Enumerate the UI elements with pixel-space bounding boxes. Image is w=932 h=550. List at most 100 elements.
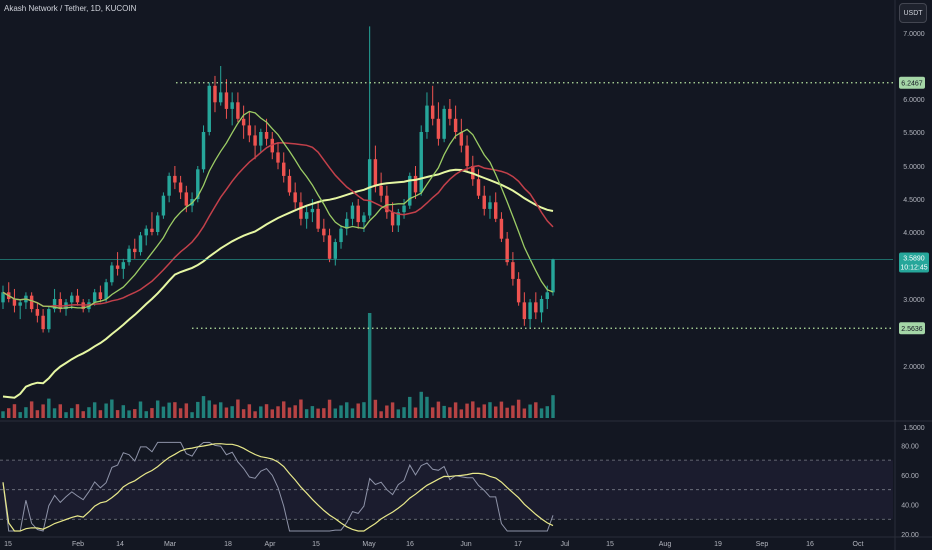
candle[interactable] — [385, 185, 389, 219]
candle[interactable] — [115, 252, 120, 276]
candle[interactable] — [110, 262, 114, 286]
candle[interactable] — [1, 285, 5, 310]
candle[interactable] — [304, 205, 309, 229]
candle[interactable] — [259, 128, 263, 153]
candle[interactable] — [511, 252, 515, 286]
candle[interactable] — [52, 288, 57, 313]
candle[interactable] — [218, 66, 223, 106]
volume-bar — [121, 405, 126, 418]
candle[interactable] — [121, 258, 126, 279]
candle[interactable] — [482, 185, 486, 216]
candle[interactable] — [419, 125, 423, 196]
volume-bar — [98, 410, 103, 418]
candle[interactable] — [379, 172, 383, 203]
candle[interactable] — [161, 192, 166, 219]
candle[interactable] — [12, 288, 17, 313]
candle[interactable] — [18, 299, 22, 320]
candle[interactable] — [356, 199, 360, 229]
candle[interactable] — [150, 212, 154, 236]
candle-body — [322, 228, 326, 236]
candle[interactable] — [201, 125, 206, 173]
candle[interactable] — [133, 238, 137, 259]
volume-bar — [373, 399, 378, 418]
time-tick-label: 16 — [806, 541, 814, 548]
candle[interactable] — [453, 105, 458, 139]
candle[interactable] — [264, 118, 269, 146]
candle[interactable] — [155, 212, 160, 236]
candle[interactable] — [241, 105, 246, 139]
candle[interactable] — [539, 295, 544, 323]
candle[interactable] — [522, 292, 527, 326]
candle[interactable] — [534, 292, 538, 320]
candle[interactable] — [316, 202, 320, 232]
candle[interactable] — [322, 218, 326, 243]
candle[interactable] — [253, 125, 257, 160]
candle[interactable] — [396, 208, 401, 232]
candle[interactable] — [224, 79, 229, 119]
currency-button[interactable]: USDT — [899, 3, 927, 23]
candle[interactable] — [230, 92, 234, 126]
candle[interactable] — [173, 166, 177, 190]
candle[interactable] — [247, 112, 252, 143]
volume-bar — [282, 401, 286, 418]
candle[interactable] — [465, 135, 469, 173]
rsi-pane[interactable] — [0, 441, 893, 532]
rsi-ma-line — [2, 443, 554, 532]
candle[interactable] — [459, 118, 464, 153]
last-price-badge[interactable] — [899, 252, 929, 273]
level-lines[interactable]: 6.2467 2.5636 3.5890 10:12:45 — [0, 76, 929, 335]
candle[interactable] — [47, 305, 51, 333]
candle[interactable] — [127, 245, 131, 266]
candle[interactable] — [476, 169, 481, 199]
rsi-line[interactable] — [2, 441, 554, 532]
candle[interactable] — [104, 278, 108, 303]
candle-body — [184, 192, 189, 206]
candle[interactable] — [551, 258, 555, 296]
candle[interactable] — [207, 82, 211, 136]
candle[interactable] — [35, 302, 40, 323]
candle[interactable] — [70, 292, 74, 310]
candle-body — [92, 292, 97, 303]
candle[interactable] — [350, 202, 355, 226]
candle[interactable] — [270, 132, 274, 160]
candle[interactable] — [425, 92, 429, 139]
candle[interactable] — [327, 228, 332, 263]
candle[interactable] — [488, 195, 492, 219]
candle[interactable] — [138, 232, 143, 256]
candle[interactable] — [333, 238, 338, 266]
candle[interactable] — [29, 292, 34, 313]
candle[interactable] — [41, 309, 45, 333]
candle-body — [213, 85, 217, 103]
candle[interactable] — [339, 225, 343, 249]
candle[interactable] — [282, 152, 286, 183]
candle-body — [29, 295, 34, 310]
candle[interactable] — [345, 212, 349, 236]
volume-bar — [322, 408, 326, 418]
candle[interactable] — [178, 175, 183, 199]
candle[interactable] — [293, 182, 297, 209]
candle[interactable] — [276, 142, 280, 170]
candle[interactable] — [516, 272, 521, 306]
candle[interactable] — [436, 102, 441, 146]
candle[interactable] — [390, 202, 395, 232]
price-tick-label: 2.0000 — [903, 364, 925, 371]
candle[interactable] — [528, 299, 532, 329]
candle[interactable] — [58, 292, 63, 313]
candle[interactable] — [448, 99, 452, 126]
candle[interactable] — [430, 85, 435, 126]
candle[interactable] — [213, 75, 217, 113]
candle-body — [224, 92, 229, 109]
candle[interactable] — [287, 169, 292, 196]
candle[interactable] — [75, 288, 80, 306]
candle[interactable] — [442, 105, 446, 143]
candle[interactable] — [499, 212, 504, 243]
candle[interactable] — [402, 199, 406, 219]
candle[interactable] — [408, 172, 412, 209]
candle[interactable] — [167, 172, 171, 203]
candle[interactable] — [98, 285, 103, 303]
candle[interactable] — [236, 92, 240, 123]
candle[interactable] — [413, 166, 418, 199]
candle[interactable] — [493, 192, 498, 223]
candle[interactable] — [144, 225, 148, 246]
